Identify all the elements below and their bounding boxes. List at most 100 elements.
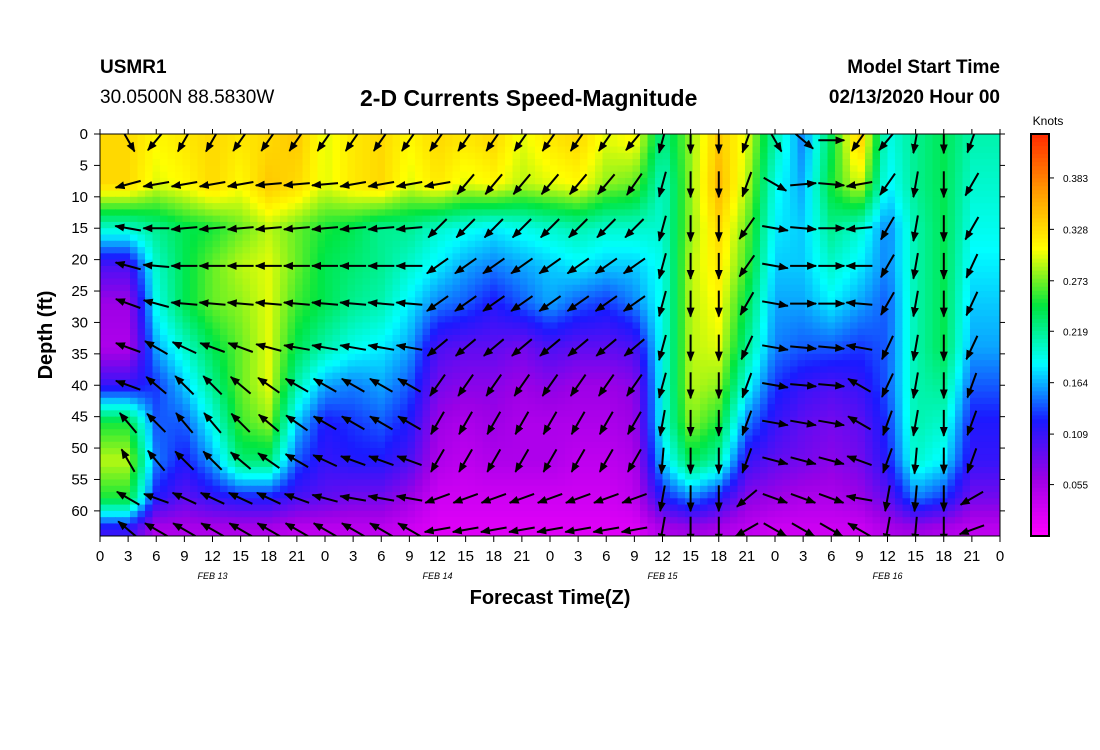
heatmap-cell <box>430 353 439 361</box>
heatmap-cell <box>940 284 949 292</box>
heatmap-cell <box>280 335 289 342</box>
heatmap-cell <box>392 196 401 204</box>
heatmap-cell <box>197 234 206 242</box>
heatmap-cell <box>955 322 964 330</box>
heatmap-cell <box>647 159 656 167</box>
heatmap-cell <box>227 152 236 160</box>
heatmap-cell <box>662 347 671 355</box>
heatmap-cell <box>385 284 394 292</box>
heatmap-cell <box>250 372 259 380</box>
heatmap-cell <box>955 209 964 217</box>
heatmap-cell <box>475 165 484 173</box>
heatmap-cell <box>745 272 754 280</box>
heatmap-cell <box>475 309 484 317</box>
heatmap-cell <box>632 152 641 160</box>
heatmap-cell <box>947 259 956 267</box>
heatmap-cell <box>392 247 401 254</box>
heatmap-cell <box>272 171 281 179</box>
heatmap-cell <box>242 190 251 198</box>
heatmap-cell <box>137 378 146 386</box>
heatmap-cell <box>482 177 491 185</box>
heatmap-cell <box>385 253 394 261</box>
heatmap-cell <box>752 366 761 374</box>
heatmap-cell <box>632 159 641 167</box>
heatmap-cell <box>475 177 484 185</box>
heatmap-cell <box>302 165 311 173</box>
heatmap-cell <box>527 184 536 192</box>
heatmap-cell <box>370 353 379 361</box>
heatmap-cell <box>550 391 559 399</box>
heatmap-cell <box>415 335 424 342</box>
heatmap-cell <box>272 391 281 399</box>
heatmap-cell <box>475 240 484 248</box>
heatmap-cell <box>280 134 289 141</box>
heatmap-cell <box>370 215 379 223</box>
heatmap-cell <box>992 278 1000 286</box>
heatmap-cell <box>235 253 244 261</box>
heatmap-cell <box>475 341 484 349</box>
heatmap-cell <box>835 272 844 280</box>
heatmap-cell <box>272 159 281 167</box>
heatmap-cell <box>655 177 664 185</box>
heatmap-cell <box>482 316 491 324</box>
heatmap-cell <box>872 171 881 179</box>
heatmap-cell <box>880 209 889 217</box>
heatmap-cell <box>557 253 566 261</box>
heatmap-cell <box>977 303 986 311</box>
heatmap-cell <box>587 316 596 324</box>
heatmap-cell <box>265 335 274 342</box>
heatmap-cell <box>917 140 926 148</box>
heatmap-cell <box>107 335 116 342</box>
heatmap-cell <box>302 335 311 342</box>
heatmap-cell <box>325 353 334 361</box>
heatmap-cell <box>302 309 311 317</box>
heatmap-cell <box>662 291 671 298</box>
heatmap-cell <box>490 372 499 380</box>
heatmap-cell <box>452 353 461 361</box>
heatmap-cell <box>595 366 604 374</box>
heatmap-cell <box>670 366 679 374</box>
heatmap-cell <box>467 378 476 386</box>
heatmap-cell <box>392 278 401 286</box>
heatmap-cell <box>265 297 274 305</box>
heatmap-cell <box>707 303 716 311</box>
heatmap-cell <box>550 134 559 141</box>
heatmap-cell <box>595 240 604 248</box>
heatmap-cell <box>497 284 506 292</box>
heatmap-cell <box>640 240 649 248</box>
heatmap-cell <box>985 203 994 210</box>
heatmap-cell <box>535 391 544 399</box>
heatmap-cell <box>857 152 866 160</box>
heatmap-cell <box>602 335 611 342</box>
heatmap-cell <box>625 291 634 298</box>
heatmap-cell <box>557 322 566 330</box>
heatmap-cell <box>617 372 626 380</box>
heatmap-cell <box>662 215 671 223</box>
heatmap-cell <box>167 372 176 380</box>
heatmap-cell <box>205 353 214 361</box>
heatmap-cell <box>617 278 626 286</box>
heatmap-cell <box>872 146 881 154</box>
heatmap-cell <box>812 134 821 141</box>
heatmap-cell <box>137 372 146 380</box>
heatmap-cell <box>910 203 919 210</box>
heatmap-cell <box>580 190 589 198</box>
heatmap-cell <box>107 134 116 141</box>
heatmap-cell <box>985 171 994 179</box>
heatmap-cell <box>940 366 949 374</box>
heatmap-cell <box>227 278 236 286</box>
heatmap-cell <box>400 335 409 342</box>
heatmap-cell <box>955 366 964 374</box>
heatmap-cell <box>400 196 409 204</box>
heatmap-cell <box>265 196 274 204</box>
heatmap-cell <box>595 152 604 160</box>
heatmap-cell <box>595 215 604 223</box>
heatmap-cell <box>407 228 416 236</box>
heatmap-cell <box>745 177 754 185</box>
heatmap-cell <box>932 297 941 305</box>
heatmap-cell <box>430 259 439 267</box>
heatmap-cell <box>437 360 446 368</box>
heatmap-cell <box>842 203 851 210</box>
heatmap-cell <box>895 278 904 286</box>
heatmap-cell <box>332 284 341 292</box>
